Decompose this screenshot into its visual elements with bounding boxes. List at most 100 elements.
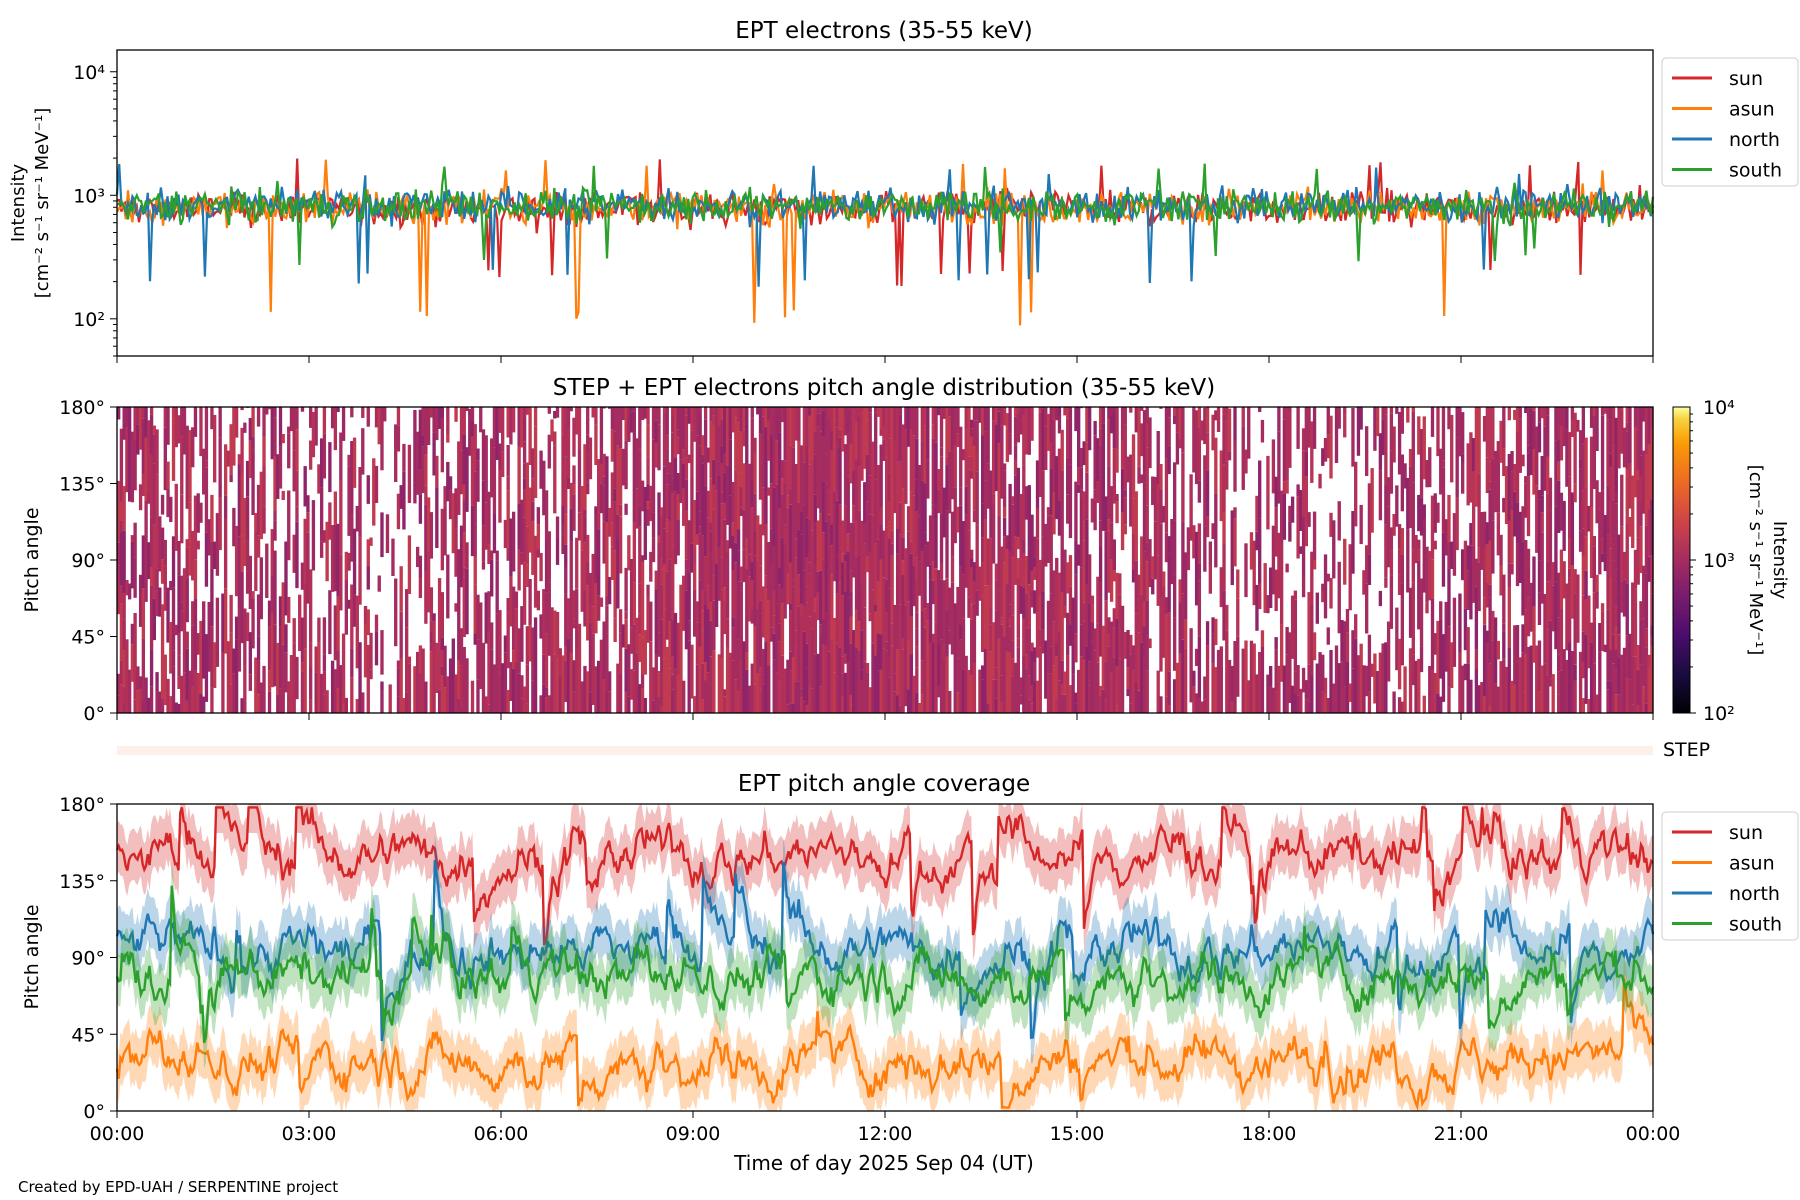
- heatmap-cell: [1636, 669, 1640, 706]
- heatmap-cell: [701, 630, 705, 664]
- heatmap-cell: [657, 543, 661, 570]
- heatmap-cell: [758, 407, 763, 434]
- heatmap-cell: [149, 567, 154, 586]
- heatmap-cell: [654, 420, 658, 443]
- heatmap-cell: [158, 691, 162, 713]
- heatmap-cell: [536, 590, 540, 611]
- heatmap-cell: [695, 664, 700, 713]
- heatmap-cell: [174, 624, 178, 636]
- heatmap-cell: [1282, 481, 1287, 494]
- heatmap-cell: [278, 407, 283, 447]
- heatmap-cell: [1230, 701, 1234, 713]
- heatmap-cell: [970, 675, 974, 713]
- heatmap-cell: [1145, 542, 1149, 562]
- heatmap-cell: [1279, 624, 1284, 682]
- heatmap-cell: [868, 412, 872, 476]
- heatmap-cell: [824, 612, 828, 647]
- heatmap-cell: [1625, 523, 1629, 584]
- heatmap-cell: [1123, 497, 1127, 525]
- heatmap-cell: [1471, 545, 1476, 603]
- heatmap-cell: [1008, 407, 1012, 434]
- heatmap-cell: [1109, 544, 1114, 560]
- heatmap-cell: [1115, 501, 1119, 524]
- heatmap-cell: [1491, 610, 1495, 641]
- heatmap-cell: [1140, 407, 1144, 411]
- heatmap-cell: [481, 480, 486, 526]
- heatmap-cell: [492, 664, 497, 713]
- heatmap-cell: [229, 594, 233, 633]
- heatmap-cell: [547, 531, 551, 583]
- heatmap-cell: [1211, 663, 1215, 713]
- heatmap-cell: [1578, 651, 1583, 713]
- heatmap-cell: [753, 684, 757, 713]
- heatmap-cell: [1482, 548, 1487, 598]
- heatmap-cell: [1151, 476, 1155, 505]
- heatmap-cell: [802, 560, 807, 571]
- heatmap-cell: [879, 507, 883, 524]
- heatmap-cell: [1644, 605, 1649, 629]
- heatmap-cell: [805, 668, 809, 706]
- heatmap-cell: [1447, 568, 1451, 627]
- heatmap-cell: [1625, 422, 1629, 432]
- heatmap-cell: [1038, 647, 1042, 713]
- heatmap-cell: [1310, 603, 1314, 675]
- heatmap-cell: [970, 604, 974, 620]
- heatmap-cell: [1233, 407, 1237, 441]
- heatmap-cell: [1112, 657, 1116, 713]
- heatmap-cell: [1584, 437, 1588, 488]
- heatmap-cell: [531, 478, 535, 502]
- heatmap-cell: [1282, 407, 1287, 420]
- heatmap-cell: [1469, 679, 1473, 713]
- heatmap-cell: [1367, 554, 1372, 585]
- heatmap-cell: [1482, 416, 1487, 442]
- heatmap-cell: [805, 586, 809, 603]
- heatmap-cell: [1016, 407, 1020, 414]
- heatmap-cell: [160, 698, 165, 713]
- heatmap-cell: [1087, 603, 1092, 662]
- heatmap-cell: [1046, 673, 1051, 713]
- heatmap-cell: [682, 575, 686, 631]
- heatmap-cell: [418, 409, 423, 470]
- heatmap-cell: [1197, 563, 1202, 581]
- heatmap-cell: [1606, 689, 1610, 713]
- heatmap-cell: [536, 524, 540, 550]
- heatmap-cell: [1131, 533, 1136, 570]
- heatmap-cell: [1052, 407, 1056, 420]
- heatmap-cell: [775, 407, 779, 441]
- heatmap-cell: [547, 695, 551, 713]
- heatmap-cell: [731, 553, 735, 570]
- heatmap-cell: [764, 641, 768, 713]
- heatmap-cell: [780, 494, 785, 538]
- heatmap-cell: [564, 544, 568, 567]
- heatmap-cell: [725, 407, 730, 466]
- heatmap-cell: [1491, 640, 1495, 713]
- heatmap-cell: [981, 562, 985, 596]
- heatmap-cell: [1194, 410, 1199, 485]
- heatmap-cell: [292, 618, 296, 644]
- heatmap-cell: [865, 454, 870, 502]
- heatmap-cell: [1090, 622, 1095, 642]
- heatmap-cell: [1488, 597, 1492, 664]
- heatmap-cell: [1203, 407, 1207, 445]
- panel3-y-tick-label: 0°: [83, 1101, 105, 1123]
- heatmap-cell: [207, 601, 211, 672]
- heatmap-cell: [350, 648, 354, 678]
- heatmap-cell: [1598, 651, 1602, 713]
- heatmap-cell: [1386, 506, 1391, 568]
- heatmap-cell: [1255, 495, 1259, 532]
- heatmap-cell: [1164, 614, 1169, 646]
- heatmap-cell: [959, 639, 963, 713]
- heatmap-cell: [1526, 445, 1531, 454]
- heatmap-cell: [1515, 431, 1520, 503]
- heatmap-cell: [1093, 435, 1097, 490]
- heatmap-cell: [917, 703, 922, 713]
- heatmap-cell: [380, 407, 384, 471]
- heatmap-cell: [832, 672, 837, 713]
- heatmap-cell: [1173, 407, 1177, 416]
- heatmap-cell: [679, 656, 683, 713]
- heatmap-cell: [163, 565, 167, 591]
- heatmap-cell: [703, 556, 708, 591]
- heatmap-cell: [890, 645, 894, 713]
